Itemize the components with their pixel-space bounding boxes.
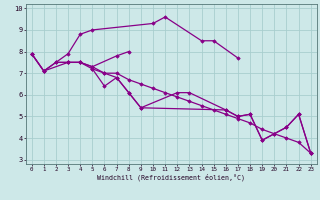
X-axis label: Windchill (Refroidissement éolien,°C): Windchill (Refroidissement éolien,°C) [97, 173, 245, 181]
